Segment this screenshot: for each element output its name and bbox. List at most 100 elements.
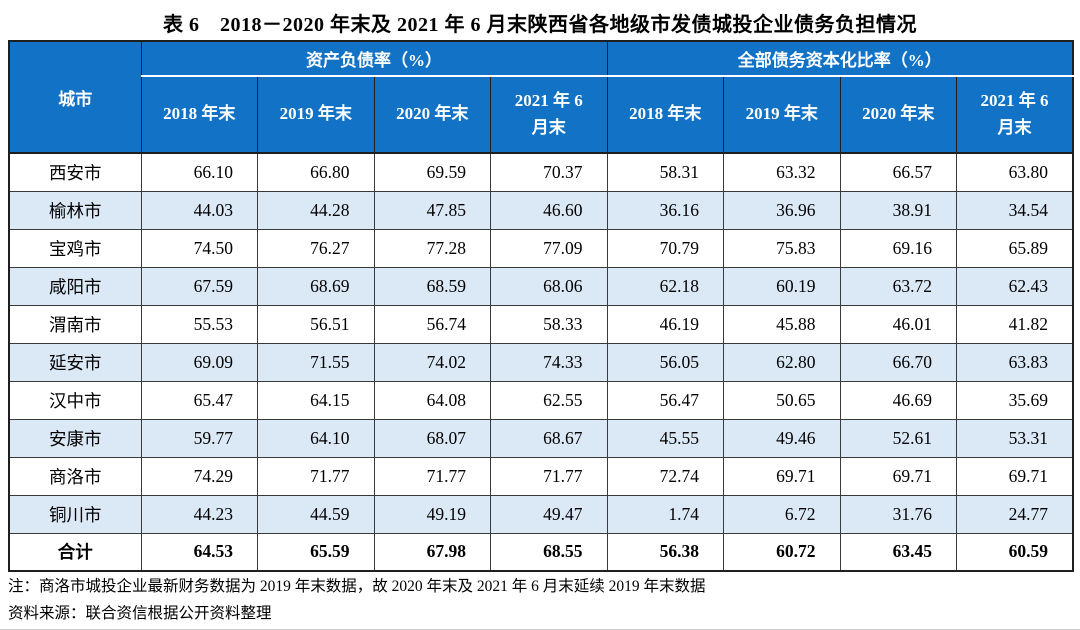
value-cell: 44.23	[140, 494, 258, 534]
value-cell: 6.72	[723, 494, 841, 534]
value-cell: 41.82	[956, 304, 1074, 344]
value-cell: 63.45	[839, 532, 957, 572]
value-cell: 49.46	[723, 418, 841, 458]
table-row: 商洛市 74.29 71.77 71.77 71.77 72.74 69.71 69.71 69…	[8, 456, 1074, 496]
value-cell: 74.50	[140, 228, 258, 268]
value-cell: 64.15	[257, 380, 375, 420]
city-cell: 渭南市	[8, 304, 142, 344]
table-row: 安康市 59.77 64.10 68.07 68.67 45.55 49.46 52.61 53…	[8, 418, 1074, 458]
table-row: 汉中市 65.47 64.15 64.08 62.55 56.47 50.65 46.69 35…	[8, 380, 1074, 420]
value-cell: 69.09	[140, 342, 258, 382]
value-cell: 66.80	[257, 152, 375, 192]
value-cell: 65.89	[956, 228, 1074, 268]
value-cell: 65.59	[257, 532, 375, 572]
table-notes: 注：商洛市城投企业最新财务数据为 2019 年末数据，故 2020 年末及 20…	[8, 574, 1074, 627]
value-cell: 52.61	[839, 418, 957, 458]
city-cell: 榆林市	[8, 190, 142, 230]
value-cell: 50.65	[723, 380, 841, 420]
value-cell: 56.74	[373, 304, 491, 344]
value-cell: 68.69	[257, 266, 375, 306]
value-cell: 68.67	[490, 418, 608, 458]
value-cell: 44.28	[257, 190, 375, 230]
value-cell: 38.91	[839, 190, 957, 230]
value-cell: 63.80	[956, 152, 1074, 192]
col-header-2018: 2018 年末	[140, 75, 258, 153]
value-cell: 69.71	[956, 456, 1074, 496]
value-cell: 70.37	[490, 152, 608, 192]
value-cell: 62.80	[723, 342, 841, 382]
value-cell: 68.06	[490, 266, 608, 306]
value-cell: 46.60	[490, 190, 608, 230]
table-row: 渭南市 55.53 56.51 56.74 58.33 46.19 45.88 46.01 41…	[8, 304, 1074, 344]
city-cell: 汉中市	[8, 380, 142, 420]
value-cell: 65.47	[140, 380, 258, 420]
value-cell: 69.71	[723, 456, 841, 496]
table-row: 西安市 66.10 66.80 69.59 70.37 58.31 63.32 66.57 63…	[8, 152, 1074, 192]
value-cell: 60.19	[723, 266, 841, 306]
value-cell: 63.32	[723, 152, 841, 192]
group-header-debt-capitalization-ratio: 全部债务资本化比率（%）	[606, 41, 1074, 76]
value-cell: 53.31	[956, 418, 1074, 458]
value-cell: 68.55	[490, 532, 608, 572]
value-cell: 60.72	[723, 532, 841, 572]
value-cell: 36.96	[723, 190, 841, 230]
table-row: 延安市 69.09 71.55 74.02 74.33 56.05 62.80 66.70 63…	[8, 342, 1074, 382]
value-cell: 76.27	[257, 228, 375, 268]
sub-header-row: 2018 年末 2019 年末 2020 年末 2021 年 6 月末 2018…	[9, 75, 1074, 153]
col-header-2019: 2019 年末	[723, 75, 841, 153]
value-cell: 44.03	[140, 190, 258, 230]
value-cell: 45.88	[723, 304, 841, 344]
value-cell: 68.07	[373, 418, 491, 458]
value-cell: 69.59	[373, 152, 491, 192]
value-cell: 77.09	[490, 228, 608, 268]
table-body: 西安市 66.10 66.80 69.59 70.37 58.31 63.32 66.57 63…	[8, 152, 1074, 572]
value-cell: 62.18	[606, 266, 724, 306]
col-header-2020: 2020 年末	[839, 75, 957, 153]
city-column-header: 城市	[8, 41, 142, 153]
value-cell: 72.74	[606, 456, 724, 496]
value-cell: 49.19	[373, 494, 491, 534]
value-cell: 1.74	[606, 494, 724, 534]
note-text: 注：商洛市城投企业最新财务数据为 2019 年末数据，故 2020 年末及 20…	[8, 578, 706, 595]
value-cell: 67.98	[373, 532, 491, 572]
source-text: 资料来源：联合资信根据公开资料整理	[8, 604, 272, 622]
value-cell: 75.83	[723, 228, 841, 268]
value-cell: 60.59	[956, 532, 1074, 572]
col-header-2018: 2018 年末	[606, 75, 724, 153]
value-cell: 46.01	[839, 304, 957, 344]
group-header-asset-liability-ratio: 资产负债率（%）	[140, 41, 608, 76]
table-row: 宝鸡市 74.50 76.27 77.28 77.09 70.79 75.83 69.16 65…	[8, 228, 1074, 268]
col-header-2019: 2019 年末	[257, 75, 375, 153]
value-cell: 71.77	[373, 456, 491, 496]
table-row: 铜川市 44.23 44.59 49.19 49.47 1.74 6.72 31.76 24.7…	[8, 494, 1074, 534]
col-header-2021h1: 2021 年 6 月末	[956, 75, 1074, 153]
city-cell: 铜川市	[8, 494, 142, 534]
value-cell: 62.43	[956, 266, 1074, 306]
table-title: 表 6 2018－2020 年末及 2021 年 6 月末陕西省各地级市发债城投…	[163, 14, 917, 36]
value-cell: 74.33	[490, 342, 608, 382]
value-cell: 66.70	[839, 342, 957, 382]
city-cell: 咸阳市	[8, 266, 142, 306]
value-cell: 56.38	[606, 532, 724, 572]
value-cell: 74.02	[373, 342, 491, 382]
value-cell: 55.53	[140, 304, 258, 344]
value-cell: 77.28	[373, 228, 491, 268]
value-cell: 24.77	[956, 494, 1074, 534]
value-cell: 64.10	[257, 418, 375, 458]
city-cell: 安康市	[8, 418, 142, 458]
total-row: 合计 64.53 65.59 67.98 68.55 56.38 60.72 63.45 60.…	[8, 532, 1074, 572]
value-cell: 56.05	[606, 342, 724, 382]
group-header-row: 城市 资产负债率（%） 全部债务资本化比率（%）	[8, 41, 1074, 153]
col-header-2020: 2020 年末	[373, 75, 491, 153]
city-cell: 商洛市	[8, 456, 142, 496]
value-cell: 56.47	[606, 380, 724, 420]
value-cell: 62.55	[490, 380, 608, 420]
value-cell: 58.31	[606, 152, 724, 192]
value-cell: 46.19	[606, 304, 724, 344]
value-cell: 63.83	[956, 342, 1074, 382]
value-cell: 68.59	[373, 266, 491, 306]
city-cell: 延安市	[8, 342, 142, 382]
value-cell: 49.47	[490, 494, 608, 534]
value-cell: 36.16	[606, 190, 724, 230]
